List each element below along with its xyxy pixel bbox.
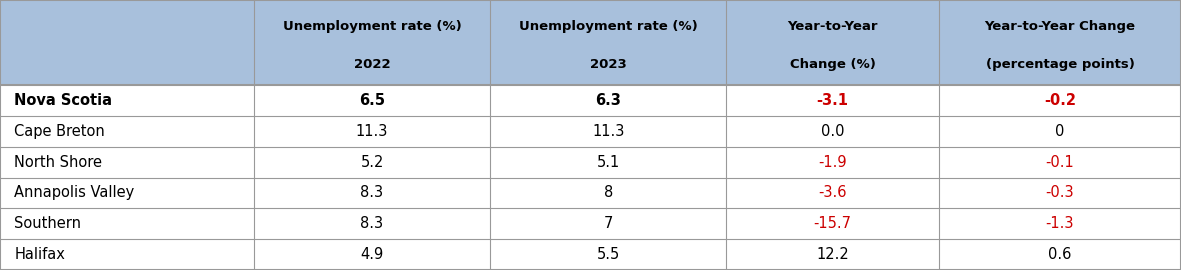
Text: 8.3: 8.3 bbox=[360, 216, 384, 231]
Text: -3.1: -3.1 bbox=[816, 93, 849, 108]
Text: -1.3: -1.3 bbox=[1045, 216, 1075, 231]
Bar bbox=[0, 208, 1181, 239]
Text: -3.6: -3.6 bbox=[818, 185, 847, 200]
Bar bbox=[0, 85, 1181, 116]
Text: 6.3: 6.3 bbox=[595, 93, 621, 108]
Text: -15.7: -15.7 bbox=[814, 216, 852, 231]
Text: 7: 7 bbox=[603, 216, 613, 231]
Text: -0.3: -0.3 bbox=[1045, 185, 1075, 200]
Text: Change (%): Change (%) bbox=[790, 58, 875, 71]
Bar bbox=[0, 239, 1181, 270]
Text: (percentage points): (percentage points) bbox=[985, 58, 1135, 71]
Text: 2022: 2022 bbox=[353, 58, 391, 71]
Text: 4.9: 4.9 bbox=[360, 247, 384, 262]
Text: Annapolis Valley: Annapolis Valley bbox=[14, 185, 135, 200]
Text: 11.3: 11.3 bbox=[592, 124, 625, 139]
Text: 6.5: 6.5 bbox=[359, 93, 385, 108]
Text: 5.1: 5.1 bbox=[596, 155, 620, 170]
Text: 0.6: 0.6 bbox=[1049, 247, 1071, 262]
Bar bbox=[0, 116, 1181, 147]
Text: 0: 0 bbox=[1056, 124, 1064, 139]
Text: -0.1: -0.1 bbox=[1045, 155, 1075, 170]
Text: 2023: 2023 bbox=[589, 58, 627, 71]
Text: 8: 8 bbox=[603, 185, 613, 200]
Text: 0.0: 0.0 bbox=[821, 124, 844, 139]
Bar bbox=[0, 147, 1181, 178]
Text: Unemployment rate (%): Unemployment rate (%) bbox=[282, 20, 462, 33]
Bar bbox=[0, 0, 1181, 85]
Text: Year-to-Year Change: Year-to-Year Change bbox=[985, 20, 1135, 33]
Text: Cape Breton: Cape Breton bbox=[14, 124, 105, 139]
Text: 12.2: 12.2 bbox=[816, 247, 849, 262]
Text: 8.3: 8.3 bbox=[360, 185, 384, 200]
Text: -0.2: -0.2 bbox=[1044, 93, 1076, 108]
Text: 5.2: 5.2 bbox=[360, 155, 384, 170]
Text: Southern: Southern bbox=[14, 216, 81, 231]
Text: 5.5: 5.5 bbox=[596, 247, 620, 262]
Text: Year-to-Year: Year-to-Year bbox=[788, 20, 877, 33]
Text: 11.3: 11.3 bbox=[355, 124, 389, 139]
Text: North Shore: North Shore bbox=[14, 155, 103, 170]
Text: Unemployment rate (%): Unemployment rate (%) bbox=[518, 20, 698, 33]
Text: -1.9: -1.9 bbox=[818, 155, 847, 170]
Text: Halifax: Halifax bbox=[14, 247, 65, 262]
Text: Nova Scotia: Nova Scotia bbox=[14, 93, 112, 108]
Bar bbox=[0, 178, 1181, 208]
